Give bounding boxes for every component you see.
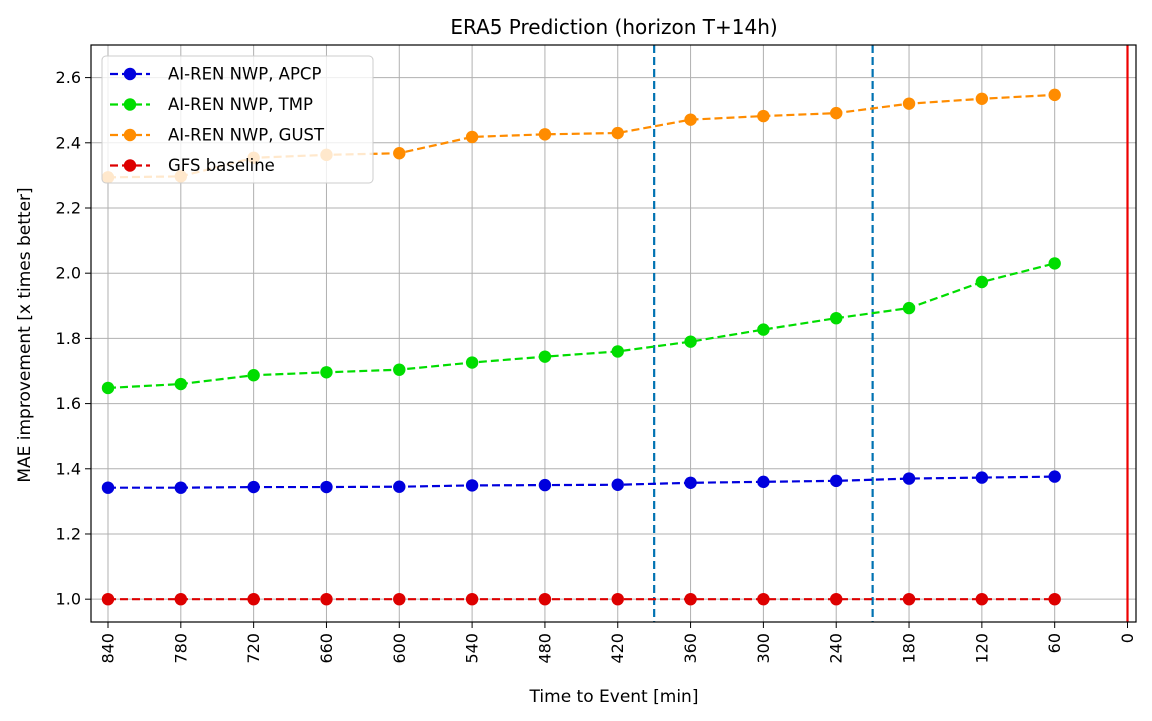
x-tick-label: 660	[317, 633, 336, 664]
data-point	[903, 472, 915, 484]
data-point	[1048, 257, 1060, 269]
x-tick-label: 240	[827, 633, 846, 664]
data-point	[830, 107, 842, 119]
data-point	[976, 276, 988, 288]
y-tick-label: 1.0	[56, 590, 81, 609]
data-point	[393, 147, 405, 159]
legend: AI-REN NWP, APCP AI-REN NWP, TMP AI-REN NW…	[102, 56, 373, 183]
data-point	[466, 593, 478, 605]
x-tick-label: 180	[900, 633, 919, 664]
data-point	[320, 593, 332, 605]
y-tick-label: 1.2	[56, 524, 81, 543]
y-tick-label: 1.6	[56, 394, 81, 413]
legend-marker	[124, 129, 136, 141]
data-point	[175, 378, 187, 390]
x-tick-label: 0	[1118, 633, 1137, 643]
data-point	[757, 593, 769, 605]
legend-label: AI-REN NWP, APCP	[168, 65, 321, 84]
x-tick-label: 360	[681, 633, 700, 664]
legend-marker	[124, 98, 136, 110]
y-tick-label: 2.0	[56, 264, 81, 283]
data-point	[612, 479, 624, 491]
data-point	[757, 323, 769, 335]
data-point	[466, 356, 478, 368]
data-point	[102, 481, 114, 493]
data-point	[539, 479, 551, 491]
data-point	[1048, 593, 1060, 605]
reference-lines	[654, 45, 1127, 622]
x-tick-label: 120	[972, 633, 991, 664]
data-point	[102, 593, 114, 605]
data-point	[903, 593, 915, 605]
chart-title: ERA5 Prediction (horizon T+14h)	[450, 15, 777, 39]
data-point	[830, 312, 842, 324]
legend-label: GFS baseline	[168, 156, 275, 175]
data-point	[539, 593, 551, 605]
series-line	[108, 263, 1055, 388]
x-tick-label: 300	[754, 633, 773, 664]
y-tick-label: 2.4	[56, 133, 81, 152]
y-tick-label: 1.8	[56, 329, 81, 348]
y-tick-label: 2.6	[56, 68, 81, 87]
data-point	[684, 113, 696, 125]
y-tick-label: 1.4	[56, 459, 81, 478]
data-point	[612, 127, 624, 139]
data-point	[976, 93, 988, 105]
data-point	[466, 479, 478, 491]
x-tick-label: 780	[171, 633, 190, 664]
x-tick-label: 720	[244, 633, 263, 664]
data-point	[830, 593, 842, 605]
data-point	[102, 382, 114, 394]
line-chart: ERA5 Prediction (horizon T+14h) 840 780 72…	[0, 0, 1152, 721]
data-point	[393, 593, 405, 605]
data-point	[175, 481, 187, 493]
y-tick-label: 2.2	[56, 198, 81, 217]
data-point	[830, 475, 842, 487]
data-point	[903, 302, 915, 314]
data-point	[976, 593, 988, 605]
data-point	[612, 593, 624, 605]
data-point	[757, 476, 769, 488]
data-point	[247, 481, 259, 493]
x-tick-label: 840	[98, 633, 117, 664]
data-point	[393, 363, 405, 375]
x-tick-label: 540	[463, 633, 482, 664]
legend-label: AI-REN NWP, GUST	[168, 126, 325, 145]
data-point	[539, 350, 551, 362]
data-point	[757, 110, 769, 122]
data-point	[684, 477, 696, 489]
data-point	[175, 593, 187, 605]
data-point	[539, 128, 551, 140]
data-point	[466, 131, 478, 143]
legend-label: AI-REN NWP, TMP	[168, 95, 313, 114]
x-tick-label: 600	[390, 633, 409, 664]
data-point	[320, 366, 332, 378]
data-point	[684, 335, 696, 347]
y-axis-title: MAE improvement [x times better]	[15, 187, 35, 482]
x-tick-label: 480	[535, 633, 554, 664]
data-point	[320, 481, 332, 493]
legend-marker	[124, 159, 136, 171]
data-point	[612, 345, 624, 357]
x-tick-label: 420	[608, 633, 627, 664]
data-point	[976, 471, 988, 483]
data-point	[247, 369, 259, 381]
data-point	[1048, 89, 1060, 101]
data-point	[684, 593, 696, 605]
data-point	[393, 481, 405, 493]
data-point	[1048, 470, 1060, 482]
data-point	[903, 97, 915, 109]
x-tick-label: 60	[1045, 633, 1064, 653]
x-axis-title: Time to Event [min]	[529, 687, 699, 707]
data-point	[247, 593, 259, 605]
legend-marker	[124, 68, 136, 80]
